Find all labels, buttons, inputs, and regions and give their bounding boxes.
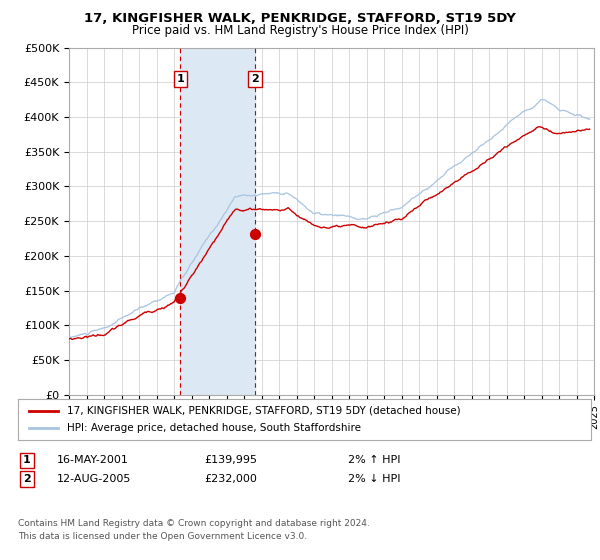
Text: This data is licensed under the Open Government Licence v3.0.: This data is licensed under the Open Gov…: [18, 532, 307, 541]
Point: [176, 293, 185, 302]
Text: 1: 1: [176, 74, 184, 84]
Text: 2: 2: [23, 474, 31, 484]
Text: HPI: Average price, detached house, South Staffordshire: HPI: Average price, detached house, Sout…: [67, 423, 361, 433]
Bar: [181, 48, 255, 395]
Text: 17, KINGFISHER WALK, PENKRIDGE, STAFFORD, ST19 5DY (detached house): 17, KINGFISHER WALK, PENKRIDGE, STAFFORD…: [67, 405, 460, 416]
Text: 2% ↑ HPI: 2% ↑ HPI: [348, 455, 401, 465]
Text: 12-AUG-2005: 12-AUG-2005: [57, 474, 131, 484]
Text: 2: 2: [251, 74, 259, 84]
Point: [250, 229, 260, 238]
Text: £232,000: £232,000: [204, 474, 257, 484]
Text: 17, KINGFISHER WALK, PENKRIDGE, STAFFORD, ST19 5DY: 17, KINGFISHER WALK, PENKRIDGE, STAFFORD…: [84, 12, 516, 25]
Text: £139,995: £139,995: [204, 455, 257, 465]
Text: 2% ↓ HPI: 2% ↓ HPI: [348, 474, 401, 484]
Text: Contains HM Land Registry data © Crown copyright and database right 2024.: Contains HM Land Registry data © Crown c…: [18, 519, 370, 528]
Text: Price paid vs. HM Land Registry's House Price Index (HPI): Price paid vs. HM Land Registry's House …: [131, 24, 469, 36]
Text: 1: 1: [23, 455, 31, 465]
Text: 16-MAY-2001: 16-MAY-2001: [57, 455, 129, 465]
